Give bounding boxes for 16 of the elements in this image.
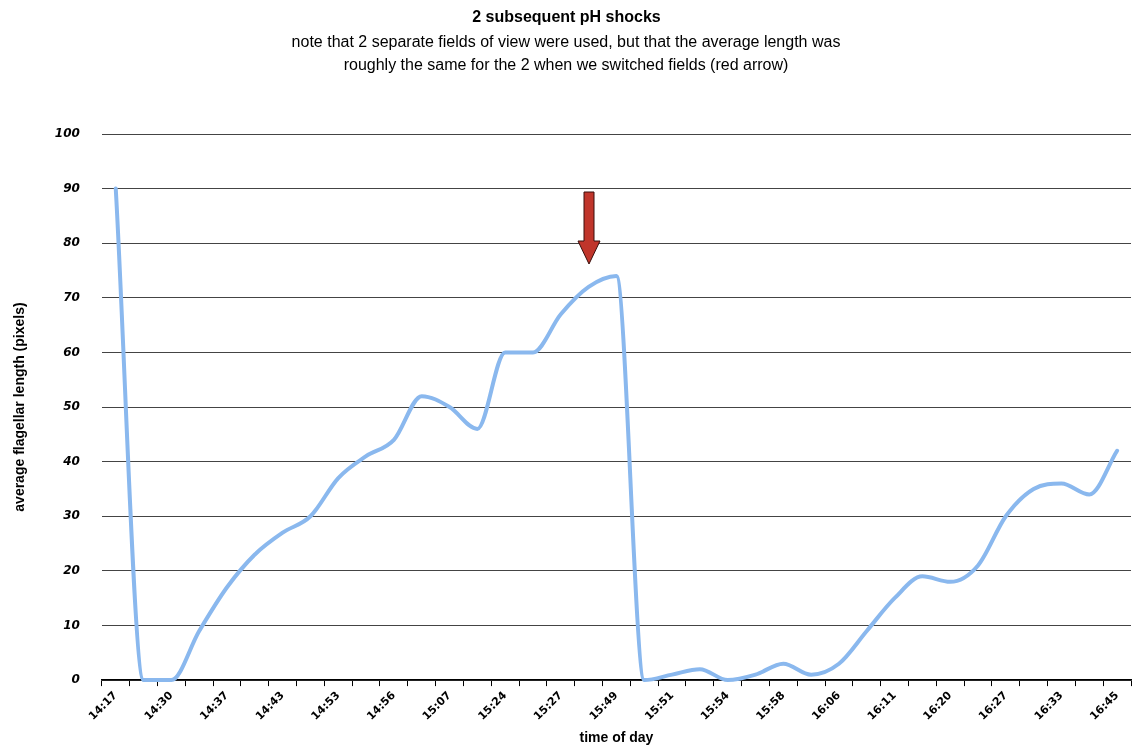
y-tick-label: 0: [71, 672, 80, 687]
y-tick-label: 90: [63, 180, 80, 195]
chart-subtitle: note that 2 separate fields of view were used, but that the average length was roughly the same for the 2 when we switched fields (red arrow): [290, 32, 842, 75]
y-tick-label: 20: [63, 563, 80, 578]
x-axis-title: time of day: [579, 729, 654, 746]
y-tick-label: 40: [62, 453, 80, 468]
y-axis-title: average flagellar length (pixels): [11, 302, 28, 512]
y-tick-label: 30: [63, 508, 80, 523]
y-tick-label: 100: [54, 126, 80, 141]
y-tick-label: 60: [63, 344, 80, 359]
y-tick-label: 70: [63, 289, 80, 304]
line-series: [113, 186, 1120, 683]
y-tick-label: 50: [63, 399, 80, 414]
y-tick-label: 10: [63, 617, 80, 632]
y-tick-label: 80: [63, 235, 80, 250]
chart-title: 2 subsequent pH shocks: [471, 8, 662, 26]
